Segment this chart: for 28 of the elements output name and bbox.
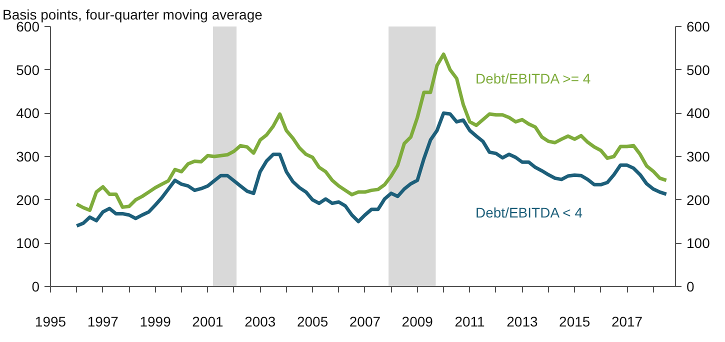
x-tick-label: 2003	[244, 314, 276, 330]
y2-tick-label: 500	[686, 62, 710, 78]
x-tick-label: 2017	[611, 314, 643, 330]
x-tick-label: 2005	[296, 314, 328, 330]
y-tick-label: 100	[16, 235, 40, 252]
x-tick-label: 2011	[454, 314, 486, 330]
series-label: Debt/EBITDA < 4	[476, 204, 583, 220]
y2-tick-label: 200	[686, 192, 710, 208]
x-tick-label: 2009	[402, 314, 434, 330]
y2-tick-label: 600	[686, 18, 710, 34]
y-tick-label: 500	[16, 62, 40, 78]
y2-tick-label: 0	[686, 278, 694, 294]
y-tick-label: 300	[16, 148, 40, 164]
x-tick-label: 1999	[140, 314, 172, 330]
series-label: Debt/EBITDA >= 4	[476, 70, 591, 86]
x-tick-label: 2001	[192, 314, 224, 330]
x-tick-label: 2015	[559, 314, 590, 330]
x-tick-label: 2013	[506, 314, 538, 330]
y2-tick-label: 300	[686, 148, 710, 164]
y2-tick-label: 100	[686, 235, 710, 252]
y2-tick-label: 400	[686, 105, 710, 122]
x-tick-label: 2007	[349, 314, 381, 330]
y-tick-label: 400	[16, 105, 40, 122]
y-tick-label: 200	[16, 192, 40, 208]
line-series	[74, 111, 668, 228]
y-tick-label: 0	[32, 278, 40, 294]
x-tick-label: 1997	[87, 314, 119, 330]
x-tick-label: 1995	[34, 314, 66, 330]
